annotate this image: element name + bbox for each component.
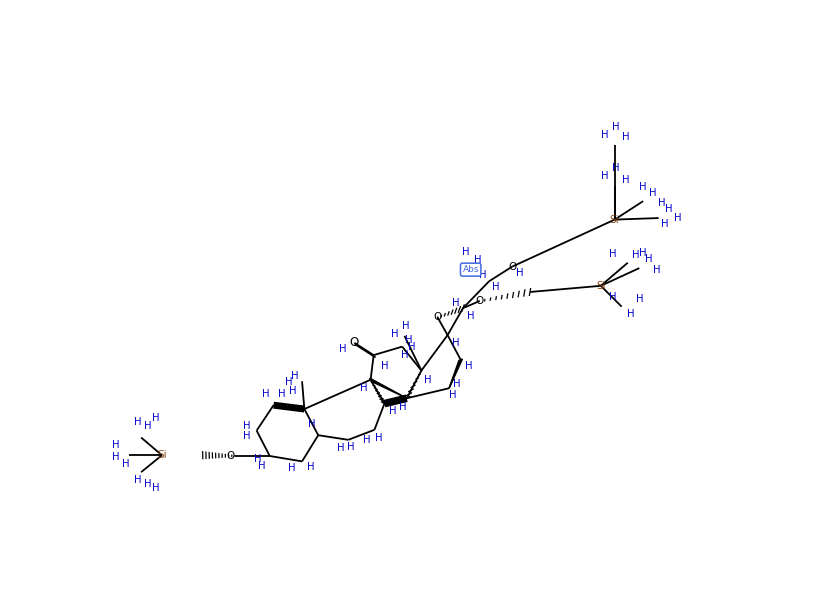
Text: O: O <box>434 312 442 322</box>
Text: H: H <box>404 335 412 344</box>
Text: H: H <box>382 361 389 371</box>
Text: H: H <box>623 132 630 142</box>
Text: H: H <box>492 282 499 292</box>
Text: H: H <box>640 182 647 193</box>
Text: H: H <box>112 451 119 462</box>
Text: H: H <box>516 269 524 279</box>
Text: H: H <box>453 379 461 389</box>
Text: H: H <box>278 389 285 399</box>
Text: H: H <box>152 413 159 423</box>
Text: H: H <box>337 443 344 453</box>
Text: H: H <box>609 249 616 260</box>
Text: H: H <box>424 375 431 385</box>
Text: H: H <box>152 483 159 493</box>
Text: H: H <box>289 386 297 396</box>
Text: Abs: Abs <box>462 265 479 274</box>
Text: H: H <box>452 298 459 308</box>
Text: H: H <box>674 213 681 223</box>
Text: H: H <box>389 405 397 416</box>
Text: O: O <box>350 336 359 349</box>
Text: H: H <box>462 247 470 257</box>
Text: H: H <box>133 475 141 485</box>
Text: H: H <box>661 219 668 229</box>
Text: H: H <box>401 350 409 360</box>
Text: H: H <box>400 402 407 411</box>
Text: H: H <box>601 170 609 181</box>
Text: H: H <box>243 431 250 441</box>
Text: Si: Si <box>157 450 167 460</box>
Text: H: H <box>640 248 647 258</box>
Text: H: H <box>650 188 657 198</box>
Text: O: O <box>508 261 516 271</box>
Text: H: H <box>243 421 250 431</box>
Text: H: H <box>627 309 635 319</box>
Text: H: H <box>258 461 266 471</box>
Text: H: H <box>601 130 609 140</box>
Text: H: H <box>112 440 119 450</box>
Text: H: H <box>632 250 640 260</box>
Text: H: H <box>306 462 315 472</box>
Text: H: H <box>613 163 620 173</box>
Text: H: H <box>360 383 368 393</box>
Text: O: O <box>227 451 235 461</box>
Text: H: H <box>654 266 661 276</box>
Text: O: O <box>475 296 484 306</box>
Text: H: H <box>347 442 355 451</box>
Text: H: H <box>623 175 630 185</box>
Text: H: H <box>285 377 292 387</box>
Text: H: H <box>363 435 370 445</box>
Text: H: H <box>636 294 643 304</box>
Polygon shape <box>370 378 407 398</box>
Text: H: H <box>133 417 141 427</box>
Polygon shape <box>449 359 462 388</box>
Text: H: H <box>375 434 383 443</box>
Text: H: H <box>609 292 616 303</box>
Text: Si: Si <box>609 215 619 225</box>
Text: H: H <box>480 270 487 280</box>
Text: H: H <box>449 390 457 400</box>
Text: H: H <box>291 371 298 381</box>
Text: H: H <box>254 454 262 464</box>
Text: H: H <box>391 328 399 338</box>
Text: Si: Si <box>596 281 605 291</box>
Text: H: H <box>308 419 316 429</box>
Text: H: H <box>145 479 152 489</box>
Text: H: H <box>665 204 672 214</box>
Text: H: H <box>467 311 475 321</box>
Text: H: H <box>145 421 152 431</box>
Text: H: H <box>645 254 652 264</box>
Text: H: H <box>658 198 665 208</box>
Text: H: H <box>408 341 416 352</box>
Text: H: H <box>452 338 459 348</box>
Text: H: H <box>288 462 296 472</box>
Text: H: H <box>474 255 481 266</box>
Text: H: H <box>613 122 620 132</box>
Text: H: H <box>122 459 129 469</box>
Text: H: H <box>402 321 410 331</box>
Text: H: H <box>262 389 270 399</box>
Text: H: H <box>466 361 473 371</box>
Text: H: H <box>339 344 346 354</box>
